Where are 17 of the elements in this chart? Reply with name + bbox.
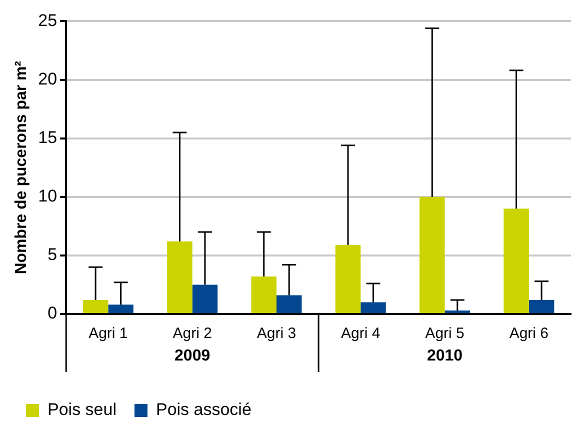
x-tick-label: Agri 5 [425, 325, 464, 342]
y-tick-label: 15 [38, 128, 58, 148]
x-tick-label: Agri 3 [256, 325, 296, 342]
x-tick-label: Agri 1 [88, 325, 128, 342]
y-tick-label: 25 [38, 10, 58, 30]
x-tick-label: Agri 6 [509, 325, 549, 342]
text: 2010 [426, 347, 463, 364]
y-axis-title: Nombre de pucerons par m² [13, 60, 30, 274]
x-tick-label: Agri 2 [172, 325, 212, 342]
y-tick-label: 5 [48, 245, 58, 264]
x-tick-label: Agri 4 [341, 325, 380, 342]
text: 2009 [174, 347, 210, 364]
legend-label: Pois associé [156, 400, 252, 420]
y-tick-label: 10 [38, 186, 58, 206]
y-tick-label: 20 [38, 69, 58, 88]
legend-label: Pois seul [48, 400, 116, 420]
y-tick-label: 0 [48, 304, 58, 323]
